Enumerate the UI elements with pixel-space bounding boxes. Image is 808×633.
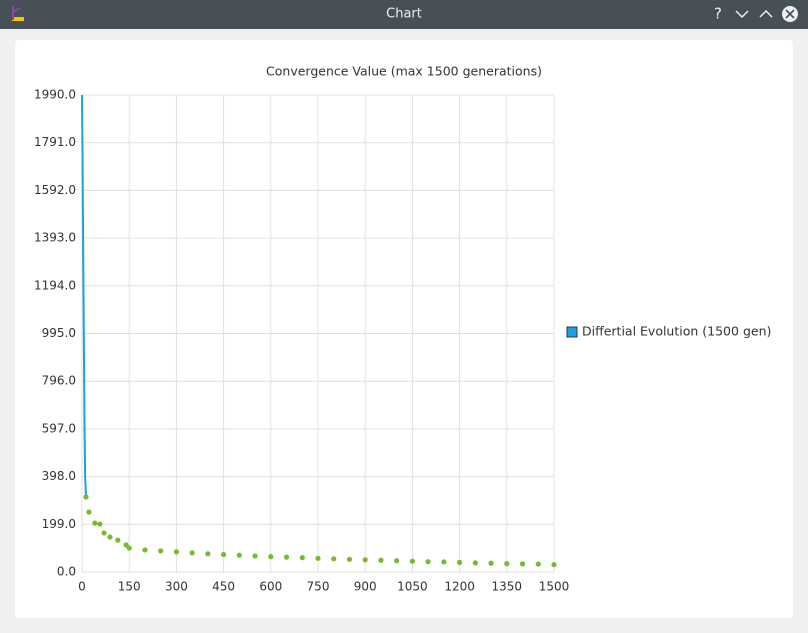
x-tick-label: 900 bbox=[354, 580, 377, 594]
data-point bbox=[221, 551, 227, 558]
y-tick-label: 796.0 bbox=[42, 374, 76, 388]
y-tick-label: 1990.0 bbox=[34, 88, 76, 102]
data-point bbox=[299, 555, 305, 561]
data-point bbox=[409, 558, 415, 564]
data-point bbox=[535, 561, 541, 567]
data-point bbox=[331, 556, 337, 562]
y-tick-label: 0.0 bbox=[57, 565, 76, 579]
x-tick-label: 1050 bbox=[397, 580, 428, 594]
x-tick-label: 1200 bbox=[444, 580, 475, 594]
minimize-button[interactable] bbox=[735, 10, 749, 19]
data-point bbox=[189, 550, 195, 556]
data-point bbox=[394, 558, 400, 564]
data-point bbox=[283, 554, 290, 560]
x-tick-label: 750 bbox=[307, 580, 330, 594]
x-tick-label: 0 bbox=[78, 580, 86, 594]
y-tick-label: 199.0 bbox=[42, 517, 76, 531]
data-point bbox=[346, 556, 353, 562]
x-tick-label: 450 bbox=[212, 580, 235, 594]
data-point bbox=[126, 545, 132, 551]
data-point bbox=[519, 561, 526, 567]
title-bar bbox=[0, 0, 808, 29]
y-tick-label: 398.0 bbox=[42, 469, 76, 483]
data-point bbox=[362, 557, 368, 563]
data-point bbox=[142, 547, 148, 553]
x-tick-label: 1500 bbox=[539, 580, 570, 594]
data-point bbox=[441, 559, 447, 565]
data-point bbox=[488, 560, 494, 566]
legend-label: Differtial Evolution (1500 gen) bbox=[582, 324, 771, 339]
data-point bbox=[115, 537, 121, 543]
data-point bbox=[268, 554, 274, 560]
x-tick-label: 300 bbox=[165, 580, 188, 594]
x-tick-label: 600 bbox=[259, 580, 282, 594]
help-button[interactable]: ? bbox=[714, 5, 722, 23]
data-point bbox=[86, 509, 92, 515]
y-tick-label: 995.0 bbox=[42, 326, 76, 340]
y-tick-label: 597.0 bbox=[42, 421, 76, 435]
maximize-button[interactable] bbox=[759, 9, 773, 18]
chart-panel bbox=[15, 40, 793, 618]
y-tick-label: 1194.0 bbox=[34, 278, 76, 292]
y-tick-label: 1791.0 bbox=[34, 135, 76, 149]
y-tick-label: 1592.0 bbox=[34, 183, 76, 197]
y-tick-label: 1393.0 bbox=[34, 231, 76, 245]
data-point bbox=[236, 552, 242, 558]
x-tick-label: 1350 bbox=[492, 580, 523, 594]
data-point bbox=[205, 551, 211, 557]
data-line bbox=[81, 94, 87, 498]
data-point bbox=[378, 557, 384, 563]
data-point bbox=[101, 530, 107, 536]
data-point bbox=[504, 561, 510, 567]
plot-area: 0.0 199.0 398.0 597.0 796.0 995.0 1194.0 1393.0… bbox=[34, 88, 569, 594]
close-button[interactable] bbox=[782, 6, 798, 22]
data-point bbox=[97, 521, 103, 527]
data-point bbox=[158, 548, 164, 554]
data-point bbox=[472, 560, 478, 566]
data-point bbox=[315, 555, 321, 561]
chart-title: Convergence Value (max 1500 generations) bbox=[266, 64, 542, 79]
x-tick-label: 150 bbox=[118, 580, 141, 594]
data-point bbox=[425, 559, 431, 565]
data-point bbox=[92, 520, 98, 526]
window-title: Chart bbox=[386, 7, 422, 22]
data-point bbox=[252, 553, 258, 559]
app-icon bbox=[12, 6, 24, 21]
data-point bbox=[83, 494, 89, 500]
data-point bbox=[173, 549, 179, 555]
legend-swatch bbox=[566, 326, 578, 338]
data-point bbox=[551, 561, 557, 568]
data-point bbox=[107, 534, 113, 540]
data-point bbox=[457, 559, 463, 566]
